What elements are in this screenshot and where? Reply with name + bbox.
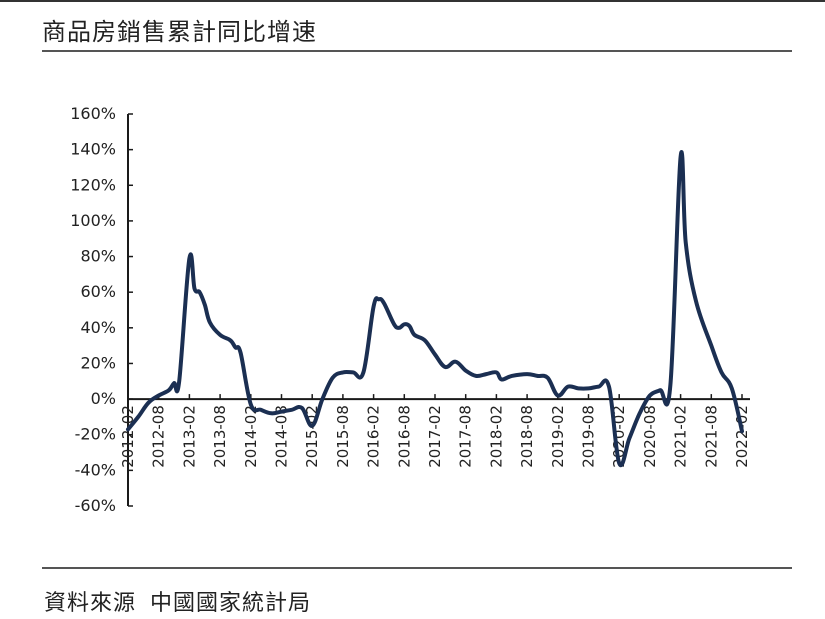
y-tick-label: -60%: [75, 496, 116, 515]
y-tick-label: 0%: [91, 389, 116, 408]
x-tick-label: 2012-02: [119, 405, 137, 468]
x-tick-label: 2018-02: [487, 405, 505, 468]
x-tick-label: 2014-08: [273, 405, 291, 468]
y-axis-ticks: 160% 140% 120% 100% 80% 60% 40% 20% 0% -20% -40% -6…: [70, 104, 133, 515]
y-tick-label: 120%: [70, 175, 116, 194]
source-rule: [42, 567, 792, 569]
y-tick-label: -40%: [75, 460, 116, 479]
x-tick-label: 2014-02: [242, 405, 260, 468]
source-label: 資料來源: [44, 591, 137, 616]
x-tick-label: 2019-02: [549, 405, 567, 468]
x-tick-label: 2016-08: [395, 405, 413, 468]
y-tick-label: 40%: [80, 318, 116, 337]
y-tick-label: 80%: [80, 247, 116, 266]
series-line: [126, 150, 744, 468]
title-rule: [42, 50, 792, 52]
y-tick-label: 20%: [80, 353, 116, 372]
series-layer: [126, 150, 744, 468]
y-tick-label: 140%: [70, 140, 116, 159]
x-tick-label: 2017-02: [426, 405, 444, 468]
top-border: [0, 0, 825, 2]
source-value: 中國國家統計局: [150, 591, 312, 616]
source-note: 資料來源 中國國家統計局: [44, 585, 311, 617]
x-tick-label: 2013-02: [180, 405, 198, 468]
y-tick-label: 60%: [80, 282, 116, 301]
chart-title: 商品房銷售累計同比增速: [42, 18, 317, 46]
x-tick-label: 2015-08: [334, 405, 352, 468]
x-tick-label: 2021-02: [672, 405, 690, 468]
x-tick-label: 2017-08: [457, 405, 475, 468]
y-tick-label: 160%: [70, 104, 116, 123]
x-tick-label: 2022-02: [733, 405, 751, 468]
x-tick-label: 2019-08: [580, 405, 598, 468]
x-tick-label: 2012-08: [150, 405, 168, 468]
x-axis-ticks: 2012-02 2012-08 2013-02 2013-08 2014-02 2014-…: [119, 394, 751, 468]
x-tick-label: 2018-08: [518, 405, 536, 468]
x-tick-label: 2021-08: [702, 405, 720, 468]
x-tick-label: 2020-08: [641, 405, 659, 468]
x-tick-label: 2016-02: [365, 405, 383, 468]
y-tick-label: -20%: [75, 425, 116, 444]
y-tick-label: 100%: [70, 211, 116, 230]
x-tick-label: 2013-08: [211, 405, 229, 468]
